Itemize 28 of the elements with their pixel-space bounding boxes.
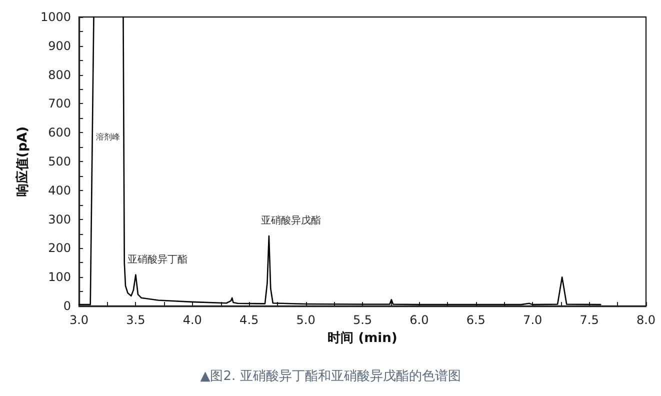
y-tick-label: 200	[48, 241, 71, 256]
y-tick-label: 1000	[40, 10, 71, 24]
x-tick-label: 6.5	[466, 313, 486, 327]
x-tick-label: 3.5	[126, 313, 146, 327]
x-tick-label: 4.0	[182, 313, 202, 327]
x-tick-label: 4.5	[240, 313, 259, 327]
x-tick-label: 7.0	[523, 313, 542, 327]
x-tick-label: 5.0	[296, 313, 316, 327]
y-tick-label: 700	[48, 96, 71, 111]
y-tick-label: 900	[48, 38, 71, 53]
y-tick-label: 300	[48, 212, 71, 226]
annotation: 溶剂峰	[96, 132, 120, 142]
y-tick-label: 600	[48, 126, 71, 140]
x-tick-label: 6.0	[410, 313, 429, 327]
x-tick-label: 7.5	[580, 313, 599, 327]
annotation: 亚硝酸异戊酯	[260, 214, 321, 227]
y-tick-label: 0	[63, 299, 71, 313]
x-tick-label: 8.0	[636, 313, 656, 327]
y-tick-label: 500	[48, 154, 71, 168]
y-tick-label: 400	[48, 183, 71, 198]
text: ▲图2. 亚硝酸异丁酯和亚硝酸异戊酯的色谱图	[200, 369, 461, 384]
y-tick-label: 800	[48, 68, 71, 82]
x-axis-title: 时间 (min)	[328, 331, 398, 346]
annotation: 亚硝酸异丁酯	[128, 253, 188, 266]
y-tick-label: 100	[48, 270, 71, 284]
x-tick-label: 3.0	[69, 313, 89, 327]
x-tick-label: 5.5	[352, 313, 372, 327]
y-axis-title: 响应值(pA)	[14, 126, 31, 197]
